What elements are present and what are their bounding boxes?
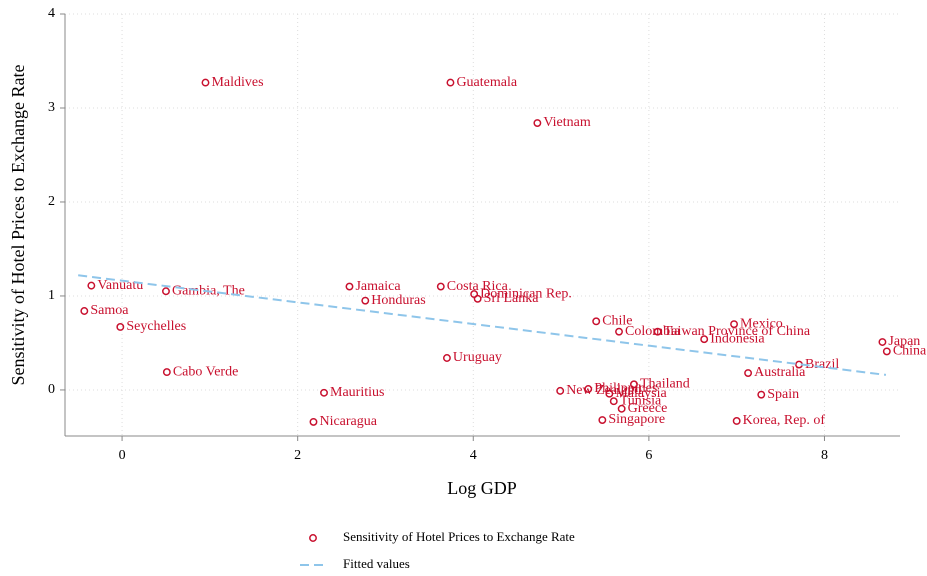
point-label: Tunisia — [620, 393, 662, 408]
y-axis-label: Sensitivity of Hotel Prices to Exchange … — [8, 65, 28, 386]
point-label: Spain — [767, 387, 799, 402]
point-label: Jamaica — [355, 279, 401, 294]
point — [609, 397, 618, 406]
point — [80, 307, 89, 315]
point — [201, 78, 210, 87]
point-label: Thailand — [640, 377, 690, 392]
point — [309, 417, 318, 426]
point — [87, 281, 96, 290]
point-label: Dominican Rep. — [480, 286, 572, 301]
point — [162, 368, 171, 377]
point — [556, 386, 565, 395]
y-tick-label: 1 — [48, 288, 55, 303]
point-label: Australia — [754, 365, 806, 380]
point — [598, 416, 607, 424]
y-tick-label: 4 — [48, 6, 55, 21]
point-label: Seychelles — [126, 319, 186, 334]
point-label: Mexico — [740, 316, 783, 331]
point — [320, 388, 328, 397]
y-tick-label: 2 — [48, 194, 55, 209]
fitted-line — [78, 274, 887, 376]
point-label: Colombia — [625, 324, 681, 339]
point — [442, 354, 451, 362]
point — [361, 296, 370, 305]
point — [630, 380, 638, 389]
point — [473, 294, 482, 303]
legend-swatch — [309, 534, 317, 542]
point — [757, 390, 766, 399]
point-label: Costa Rica — [447, 279, 509, 294]
point — [732, 417, 741, 425]
point — [744, 369, 753, 377]
point — [592, 317, 601, 326]
point-label: Maldives — [211, 75, 263, 90]
point-label: Uruguay — [453, 350, 502, 365]
point — [617, 404, 626, 413]
point-label: Greece — [628, 401, 668, 416]
point-label: Honduras — [371, 293, 425, 308]
point-label: Malaysia — [615, 386, 667, 401]
point-label: China — [893, 344, 927, 359]
point — [436, 282, 445, 291]
point — [730, 320, 738, 329]
point-label: Indonesia — [710, 331, 765, 346]
legend-label: Fitted values — [343, 556, 410, 571]
point — [605, 389, 614, 398]
point-label: Korea, Rep. of — [743, 413, 826, 428]
point-label: Mauritius — [330, 385, 384, 400]
point-label: Samoa — [90, 303, 129, 318]
point — [533, 119, 542, 127]
point — [615, 327, 623, 336]
point-label: Brazil — [805, 357, 839, 372]
point-label: Vietnam — [543, 115, 590, 130]
point — [878, 338, 887, 346]
point-label: Taiwan Province of China — [664, 324, 811, 339]
y-tick-label: 0 — [48, 382, 55, 397]
x-tick-label: 2 — [294, 448, 301, 463]
point-label: Cabo Verde — [173, 364, 238, 379]
x-tick-label: 0 — [119, 448, 126, 463]
point-label: Japan — [888, 334, 920, 349]
point — [446, 78, 455, 87]
y-tick-label: 3 — [48, 100, 55, 115]
x-tick-label: 6 — [645, 448, 652, 463]
x-axis-label: Log GDP — [447, 478, 517, 498]
point-label: Chile — [602, 314, 632, 329]
point — [584, 385, 593, 393]
point-label: Guatemala — [456, 75, 517, 90]
point — [882, 347, 891, 356]
x-tick-label: 8 — [821, 448, 828, 463]
point-label: Singapore — [608, 412, 665, 427]
point — [162, 287, 170, 296]
legend-label: Sensitivity of Hotel Prices to Exchange … — [343, 529, 575, 544]
point-label: Sri Lanka — [484, 291, 540, 306]
point — [116, 323, 125, 331]
point — [345, 282, 354, 291]
point-label: Nicaragua — [319, 414, 377, 429]
point-label: Vanuatu — [97, 278, 143, 293]
x-tick-label: 4 — [470, 448, 477, 463]
point-label: New Zealand — [566, 383, 641, 398]
point-label: Philippines — [594, 381, 657, 396]
point — [700, 335, 709, 344]
point — [653, 327, 662, 336]
